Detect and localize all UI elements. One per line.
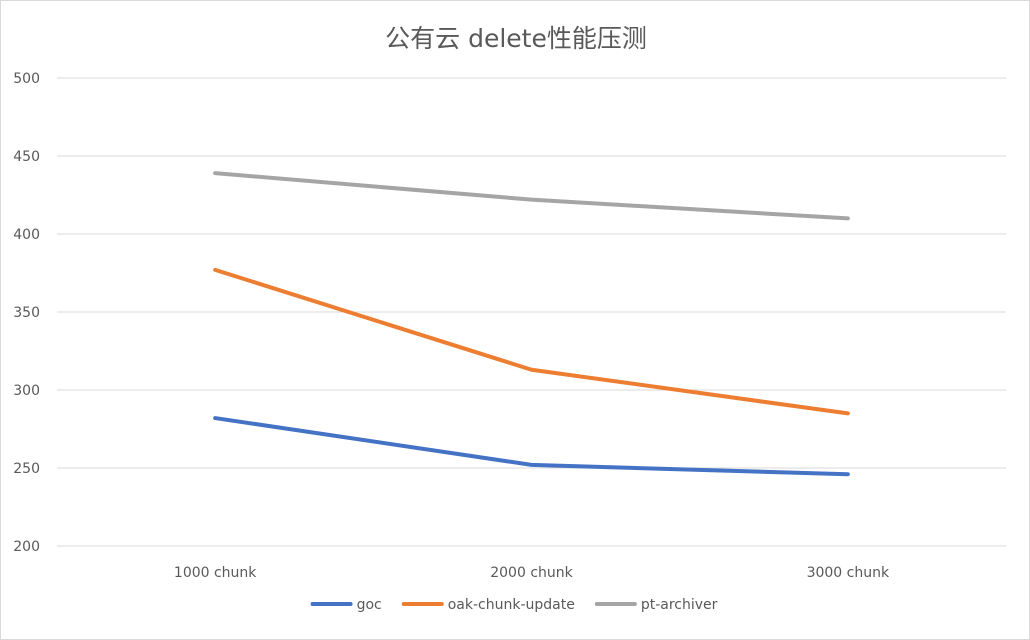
- x-tick-label-3: 3000 chunk: [807, 565, 890, 581]
- legend-label-goc: goc: [357, 597, 382, 613]
- x-tick-label-2: 2000 chunk: [490, 565, 573, 581]
- y-tick-label-500: 500: [13, 71, 40, 87]
- series-line-goc: [213, 416, 850, 477]
- legend-label-pt-archiver: pt-archiver: [641, 597, 718, 613]
- y-tick-label-200: 200: [13, 539, 40, 555]
- series-line-oak-chunk-update: [213, 267, 850, 416]
- legend-label-oak-chunk-update: oak-chunk-update: [448, 597, 575, 613]
- y-tick-label-300: 300: [13, 383, 40, 399]
- chart-title: 公有云 delete性能压测: [385, 24, 647, 53]
- y-tick-label-350: 350: [13, 305, 40, 321]
- y-tick-label-450: 450: [13, 149, 40, 165]
- y-tick-label-250: 250: [13, 461, 40, 477]
- series-line-pt-archiver: [213, 171, 850, 221]
- x-tick-label-1: 1000 chunk: [174, 565, 257, 581]
- y-tick-label-400: 400: [13, 227, 40, 243]
